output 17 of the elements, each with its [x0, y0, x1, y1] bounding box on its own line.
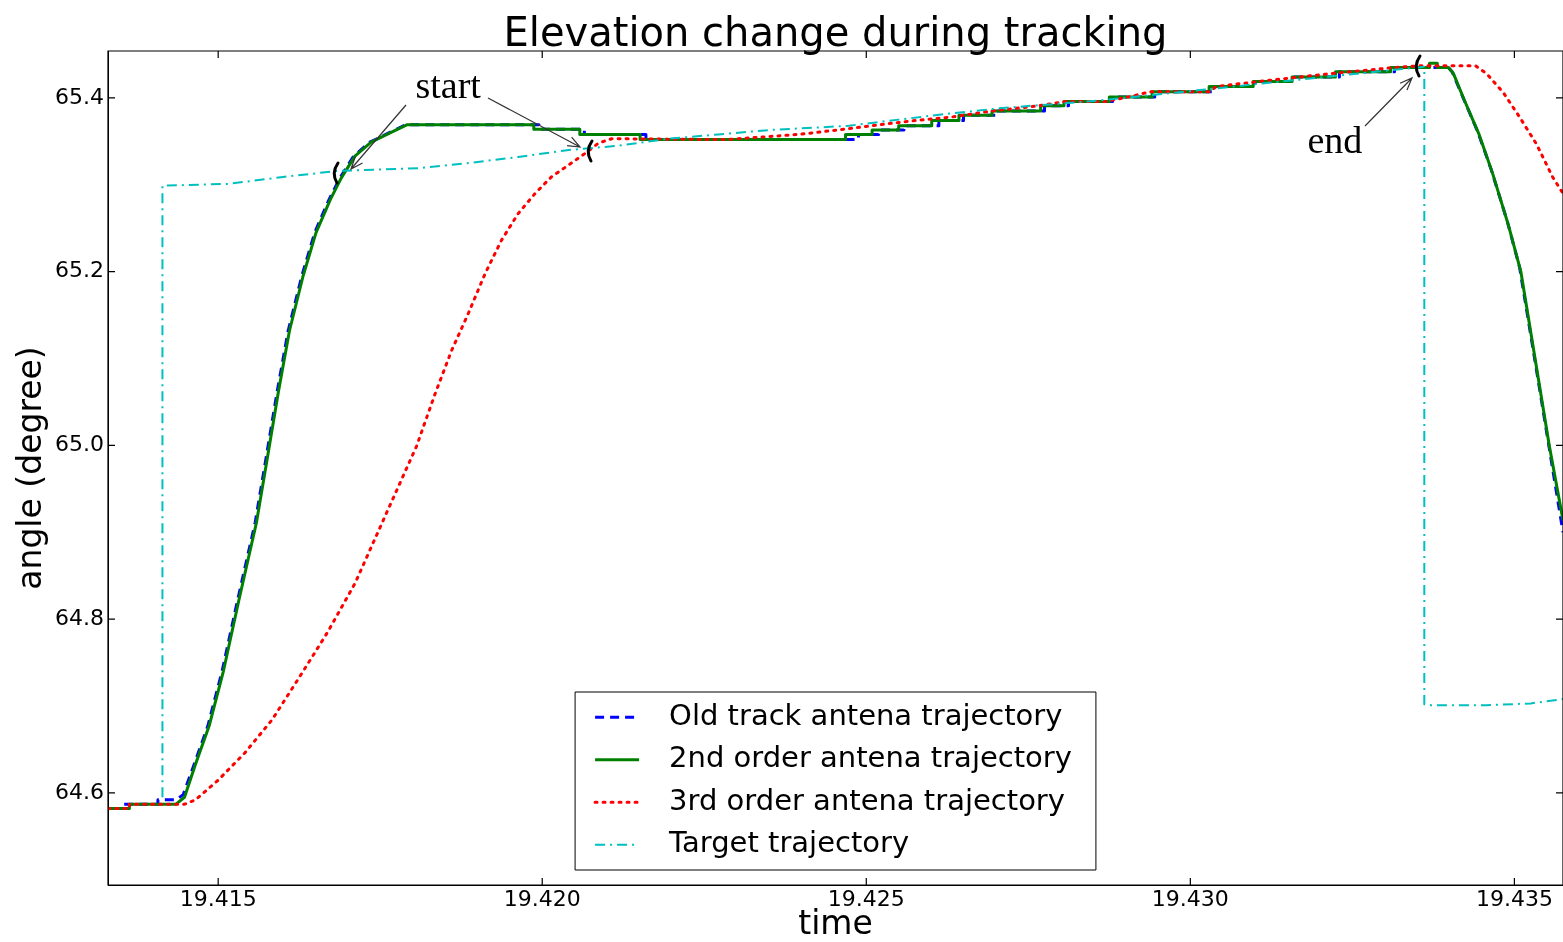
y-tick-label: 65.2: [55, 257, 104, 283]
legend-label: Target trajectory: [668, 825, 910, 860]
y-tick-label: 64.6: [55, 778, 104, 804]
chart-title: Elevation change during tracking: [503, 9, 1168, 55]
y-tick-label: 65.0: [55, 431, 104, 457]
y-tick-label: 65.4: [55, 83, 104, 109]
y-axis-title: angle (degree): [10, 346, 50, 590]
x-tick-label: 19.430: [1151, 885, 1229, 911]
y-tick-label: 64.8: [55, 604, 104, 630]
x-tick-label: 19.415: [179, 885, 257, 911]
annotation: start: [415, 63, 482, 106]
legend-label: 2nd order antena trajectory: [669, 740, 1072, 775]
annotation: end: [1307, 118, 1363, 161]
legend-label: 3rd order antena trajectory: [669, 782, 1065, 817]
x-tick-label: 19.435: [1475, 885, 1553, 911]
x-tick-label: 19.420: [503, 885, 581, 911]
legend-label: Old track antena trajectory: [669, 697, 1063, 732]
